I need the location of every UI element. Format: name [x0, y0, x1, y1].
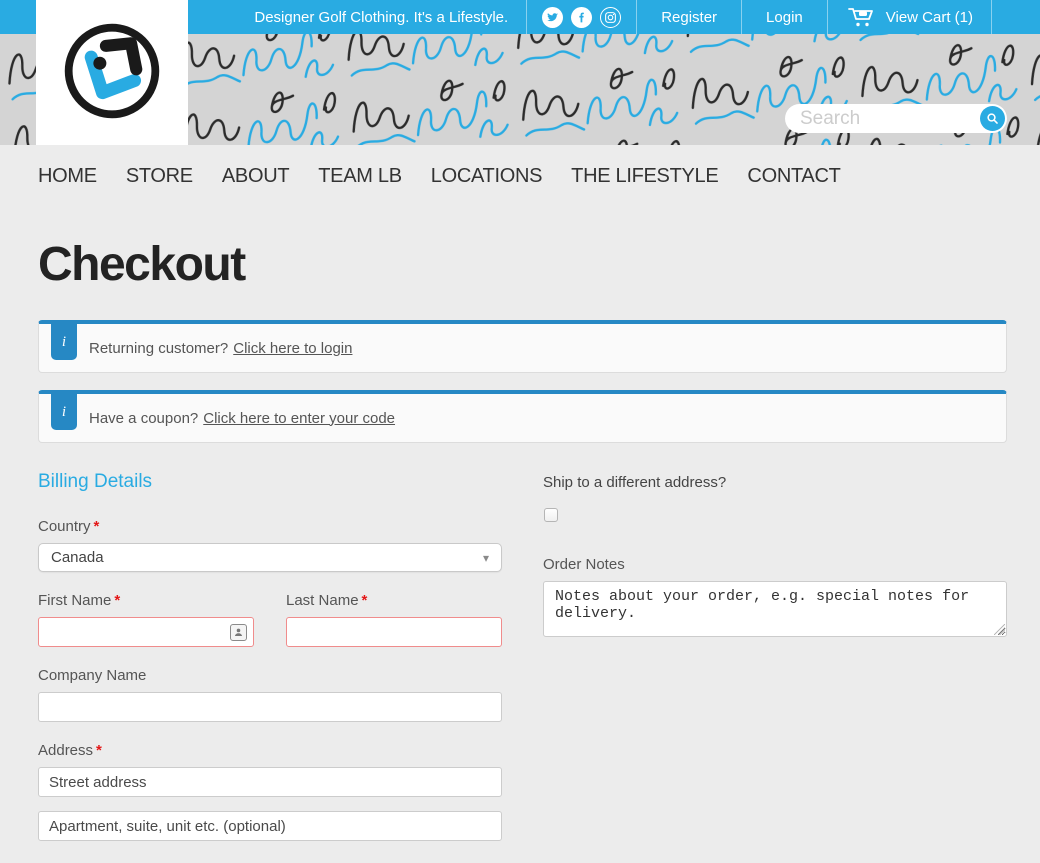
coupon-notice-link[interactable]: Click here to enter your code — [203, 409, 396, 427]
required-mark: * — [361, 592, 368, 609]
required-mark: * — [96, 742, 102, 759]
checkout-page: Checkout i Returning customer? Click her… — [38, 237, 1007, 861]
longball-logo-icon — [64, 23, 160, 118]
company-input[interactable] — [38, 692, 502, 722]
country-field: Country * Canada ▾ — [38, 518, 502, 572]
masthead: Designer Golf Clothing. It's a Lifestyle… — [0, 0, 1040, 145]
nav-item-team-lb[interactable]: TEAM LB — [318, 164, 402, 187]
facebook-link[interactable] — [571, 6, 593, 28]
topbar-divider — [991, 0, 992, 34]
ship-different-address-checkbox[interactable] — [544, 508, 558, 522]
first-name-field: First Name * — [38, 592, 254, 647]
site-tagline: Designer Golf Clothing. It's a Lifestyle… — [254, 8, 509, 26]
social-links — [527, 0, 636, 34]
view-cart-label: View Cart (1) — [885, 8, 973, 26]
coupon-notice: i Have a coupon? Click here to enter you… — [38, 390, 1007, 443]
login-link[interactable]: Login — [766, 8, 803, 26]
nav-item-locations[interactable]: LOCATIONS — [430, 164, 543, 187]
dropdown-caret-icon: ▾ — [482, 550, 489, 565]
order-notes-textarea[interactable] — [543, 581, 1007, 637]
nav-item-about[interactable]: ABOUT — [221, 164, 290, 187]
required-mark: * — [93, 518, 100, 535]
billing-details-heading: Billing Details — [38, 471, 153, 492]
search-icon — [987, 113, 998, 124]
name-fields: First Name * Last Name * — [38, 592, 502, 647]
street-address-input[interactable] — [38, 767, 502, 797]
topbar-divider — [636, 0, 638, 34]
search-input[interactable] — [785, 107, 980, 130]
required-mark: * — [114, 592, 121, 609]
ship-different-address-heading: Ship to a different address? — [543, 474, 727, 491]
last-name-field: Last Name * — [286, 592, 502, 647]
country-select[interactable]: Canada ▾ — [38, 543, 502, 572]
last-name-label: Last Name * — [286, 592, 368, 609]
order-notes-label: Order Notes — [543, 556, 625, 573]
order-notes-field — [543, 581, 1007, 637]
login-notice-link[interactable]: Click here to login — [233, 339, 353, 357]
apartment-input[interactable] — [38, 811, 502, 841]
search-button[interactable] — [980, 106, 1005, 131]
country-selected-value: Canada — [51, 549, 104, 566]
checkout-columns: Billing Details Country * Canada ▾ First … — [38, 471, 1007, 861]
first-name-input[interactable] — [38, 617, 254, 647]
main-nav: HOME STORE ABOUT TEAM LB LOCATIONS THE L… — [0, 145, 1040, 207]
instagram-link[interactable] — [600, 6, 622, 28]
info-icon: i — [51, 324, 77, 360]
cart-icon — [847, 8, 873, 27]
billing-details-section: Billing Details Country * Canada ▾ First … — [38, 471, 502, 861]
nav-item-contact[interactable]: CONTACT — [747, 164, 841, 187]
topbar-spacer — [992, 0, 1040, 34]
nav-item-home[interactable]: HOME — [38, 164, 97, 187]
shipping-section: Ship to a different address? Order Notes — [543, 471, 1007, 861]
company-label: Company Name — [38, 667, 147, 684]
facebook-icon — [579, 12, 585, 22]
address-field: Address * — [38, 742, 502, 841]
first-name-label: First Name * — [38, 592, 121, 609]
topbar-divider — [826, 0, 828, 34]
nav-item-store[interactable]: STORE — [125, 164, 193, 187]
topbar-divider — [526, 0, 528, 34]
view-cart-link[interactable]: View Cart (1) — [828, 0, 991, 34]
country-label: Country * — [38, 518, 100, 535]
instagram-icon — [605, 11, 617, 23]
twitter-link[interactable] — [542, 6, 564, 28]
longball-logo[interactable] — [36, 0, 188, 145]
twitter-icon — [547, 12, 559, 21]
topbar-divider — [741, 0, 743, 34]
last-name-input[interactable] — [286, 617, 502, 647]
returning-customer-notice: i Returning customer? Click here to logi… — [38, 320, 1007, 373]
register-link[interactable]: Register — [661, 8, 718, 26]
address-label: Address * — [38, 742, 102, 759]
notice-text: Have a coupon? — [89, 409, 199, 427]
nav-item-the-lifestyle[interactable]: THE LIFESTYLE — [571, 164, 719, 187]
search-bar — [785, 104, 1007, 133]
page-title: Checkout — [38, 238, 246, 291]
info-icon: i — [51, 394, 77, 430]
contact-autofill-icon[interactable] — [230, 624, 247, 641]
company-field: Company Name — [38, 667, 502, 722]
notice-text: Returning customer? — [89, 339, 229, 357]
